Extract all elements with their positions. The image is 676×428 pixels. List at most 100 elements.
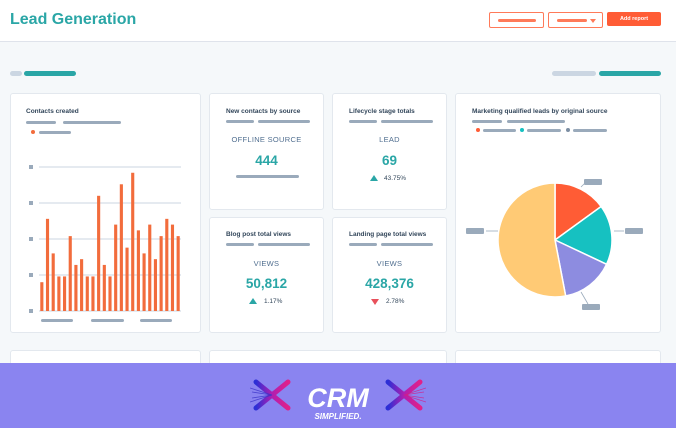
bar: [170, 224, 175, 311]
lifecycle-stage-card[interactable]: Lifecycle stage totals LEAD 69 43.75%: [332, 93, 447, 210]
bar: [74, 264, 78, 311]
subtitle-placeholder: [258, 120, 310, 123]
bar: [91, 276, 95, 311]
y-tick-label: [29, 309, 33, 313]
card-title: Contacts created: [26, 108, 79, 115]
subtitle-placeholder: [26, 121, 56, 124]
trend-down-icon: [371, 299, 379, 305]
slice-label: [466, 228, 484, 234]
subtitle-placeholder: [63, 121, 121, 124]
filter-chip-active[interactable]: [24, 71, 76, 76]
subtitle-placeholder: [381, 120, 433, 123]
legend-label-placeholder: [39, 131, 71, 134]
actions-label-placeholder: [557, 19, 587, 22]
bar: [165, 218, 169, 311]
view-toggle-active[interactable]: [599, 71, 661, 76]
subtitle-placeholder: [258, 243, 310, 246]
metric-label: VIEWS: [376, 259, 403, 268]
y-tick-label: [29, 273, 33, 277]
add-report-button[interactable]: Add report: [607, 12, 661, 26]
footer-banner: [0, 363, 676, 428]
y-tick-label: [29, 237, 33, 241]
card-title: Blog post total views: [226, 231, 292, 238]
subtitle-placeholder: [226, 243, 254, 246]
slice-label: [625, 228, 643, 234]
y-tick-label: [29, 165, 33, 169]
legend-dot: [520, 128, 524, 132]
metric-footnote-placeholder: [236, 175, 299, 178]
bar: [97, 195, 101, 311]
page-title: Lead Generation: [10, 11, 137, 28]
metric-label: VIEWS: [253, 259, 280, 268]
chevron-down-icon: [590, 19, 596, 23]
leader-line: [580, 291, 589, 305]
bar: [108, 276, 112, 311]
pie-slice: [553, 238, 608, 297]
bar: [57, 276, 61, 311]
subtitle-placeholder: [226, 120, 254, 123]
mql-pie-chart: [466, 179, 643, 310]
subtitle-placeholder: [507, 120, 565, 123]
slice-label: [584, 179, 602, 185]
subtitle-placeholder: [349, 120, 377, 123]
filter-chip[interactable]: [10, 71, 22, 76]
bar: [40, 282, 44, 311]
actions-dropdown[interactable]: [548, 12, 603, 28]
x-tick-label: [140, 319, 172, 322]
metric-label: OFFLINE SOURCE: [231, 135, 302, 144]
new-contacts-card[interactable]: New contacts by source OFFLINE SOURCE 44…: [209, 93, 324, 210]
pie-slice: [497, 182, 567, 298]
bar: [148, 224, 152, 311]
mql-by-source-card[interactable]: Marketing qualified leads by original so…: [455, 93, 661, 333]
crm-simplified-logo: CRM SIMPLIFIED.: [250, 379, 426, 421]
bar: [80, 259, 84, 311]
date-range-label-placeholder: [498, 19, 536, 22]
card-title: Lifecycle stage totals: [349, 108, 415, 115]
bar: [125, 247, 129, 311]
bar: [45, 218, 50, 311]
metric-value: 428,376: [365, 276, 414, 291]
contacts-created-card[interactable]: Contacts created: [10, 93, 201, 333]
bar: [114, 224, 118, 311]
bar: [176, 236, 180, 311]
bar: [51, 253, 55, 311]
card-title: Landing page total views: [349, 231, 427, 238]
metric-change: 2.78%: [386, 298, 405, 305]
x-tick-label: [41, 319, 73, 322]
logo-tagline: SIMPLIFIED.: [314, 412, 361, 421]
landing-page-views-card[interactable]: Landing page total views VIEWS 428,376 2…: [332, 217, 447, 333]
bar: [119, 184, 123, 311]
bar: [102, 264, 106, 311]
legend-dot: [31, 130, 35, 134]
legend-label-placeholder: [573, 129, 607, 132]
trend-up-icon: [370, 175, 378, 181]
metric-value: 50,812: [245, 276, 288, 291]
legend-label-placeholder: [527, 129, 561, 132]
legend-dot: [566, 128, 570, 132]
pie-slice: [554, 182, 603, 242]
contacts-bar-chart: [29, 165, 181, 322]
bar: [68, 236, 72, 311]
bar: [62, 276, 67, 311]
metric-label: LEAD: [379, 135, 400, 144]
bar: [159, 236, 163, 311]
view-toggle[interactable]: [552, 71, 596, 76]
pie-slice: [553, 205, 613, 266]
bar: [136, 230, 140, 311]
bar: [85, 276, 89, 311]
metric-change: 1.17%: [264, 298, 283, 305]
metric-value: 444: [255, 153, 278, 168]
card-title: New contacts by source: [226, 108, 301, 115]
blog-post-views-card[interactable]: Blog post total views VIEWS 50,812 1.17%: [209, 217, 324, 333]
subtitle-placeholder: [472, 120, 502, 123]
metric-value: 69: [381, 153, 398, 168]
date-range-button[interactable]: [489, 12, 544, 28]
bar: [153, 259, 158, 311]
bar: [142, 253, 146, 311]
y-tick-label: [29, 201, 33, 205]
legend-label-placeholder: [483, 129, 516, 132]
bar: [131, 172, 135, 311]
x-tick-label: [91, 319, 124, 322]
trend-up-icon: [249, 298, 257, 304]
card-title: Marketing qualified leads by original so…: [472, 108, 608, 115]
